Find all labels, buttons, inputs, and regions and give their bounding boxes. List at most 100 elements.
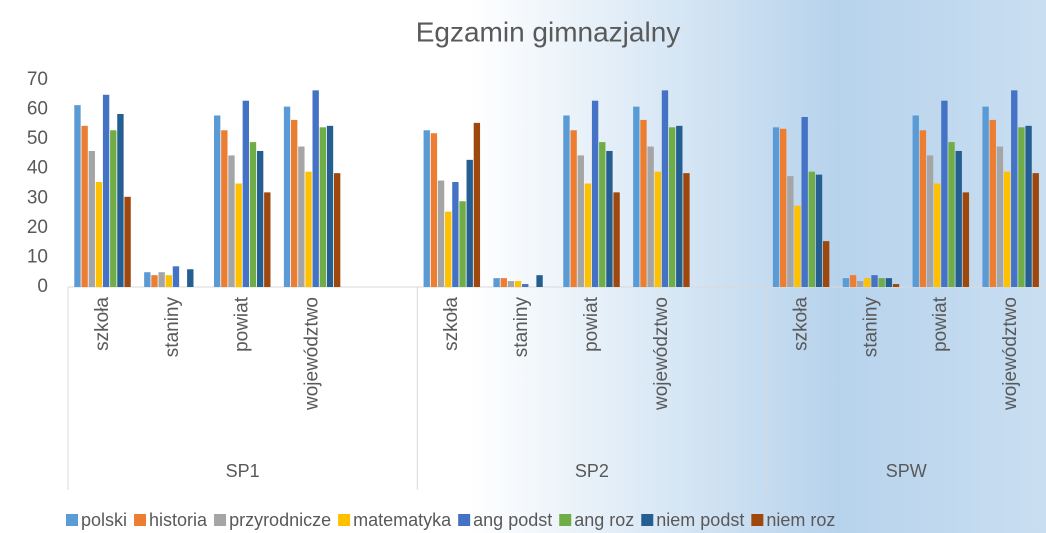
y-tick-label: 10 bbox=[27, 246, 48, 267]
bar bbox=[989, 119, 996, 288]
x-tick-label: województwo bbox=[302, 297, 323, 411]
bar bbox=[1025, 125, 1032, 287]
bar bbox=[74, 105, 81, 287]
x-tick-label: województwo bbox=[1000, 297, 1021, 411]
x-tick-label: szkoła bbox=[92, 297, 113, 351]
legend-label: ang podst bbox=[473, 510, 552, 530]
x-tick-label: staniny bbox=[511, 297, 532, 358]
bar bbox=[570, 130, 577, 287]
group-label: SPW bbox=[886, 461, 927, 481]
legend-swatch bbox=[134, 514, 147, 526]
legend-swatch bbox=[458, 514, 471, 526]
y-tick-label: 50 bbox=[27, 128, 48, 149]
bar bbox=[878, 278, 885, 287]
legend-swatch bbox=[338, 514, 351, 526]
bar bbox=[459, 201, 466, 287]
bar bbox=[982, 106, 989, 287]
bar bbox=[849, 275, 857, 287]
bar bbox=[808, 171, 816, 287]
bar bbox=[88, 150, 95, 287]
bar bbox=[151, 275, 158, 287]
legend-label: niem roz bbox=[766, 510, 835, 530]
bar bbox=[305, 171, 312, 287]
bar bbox=[563, 115, 570, 287]
legend-swatch bbox=[559, 514, 572, 526]
bar bbox=[430, 133, 438, 287]
x-tick-label: powiat bbox=[232, 296, 253, 352]
bar bbox=[885, 278, 893, 287]
legend-swatch bbox=[66, 514, 78, 526]
bar bbox=[536, 275, 543, 287]
bar bbox=[326, 125, 334, 287]
bar bbox=[445, 211, 452, 287]
legend-label: historia bbox=[149, 510, 208, 530]
group-label: SP2 bbox=[575, 461, 609, 481]
bar bbox=[1032, 173, 1039, 287]
legend-label: polski bbox=[81, 510, 127, 530]
bar bbox=[242, 100, 250, 287]
bar bbox=[934, 183, 941, 287]
legend-label: niem podst bbox=[656, 510, 744, 530]
bar bbox=[452, 182, 459, 287]
bar bbox=[772, 127, 780, 287]
bar bbox=[962, 192, 970, 287]
chart-title: Egzamin gimnazjalny bbox=[416, 16, 681, 47]
bar bbox=[780, 128, 787, 287]
bar bbox=[822, 241, 830, 287]
bar bbox=[864, 278, 871, 287]
bar bbox=[1011, 90, 1018, 287]
bar bbox=[95, 182, 103, 287]
y-tick-label: 70 bbox=[27, 69, 48, 90]
bar bbox=[613, 192, 620, 287]
bar bbox=[801, 116, 808, 287]
bar bbox=[676, 125, 683, 287]
bar bbox=[654, 171, 661, 287]
bar bbox=[312, 90, 319, 287]
bar bbox=[493, 278, 500, 287]
bar bbox=[668, 127, 676, 287]
legend-label: przyrodnicze bbox=[229, 510, 331, 530]
bar bbox=[172, 266, 180, 287]
bar bbox=[591, 100, 599, 287]
bar bbox=[165, 275, 172, 287]
bar bbox=[1018, 127, 1025, 287]
bar bbox=[683, 173, 690, 287]
bar bbox=[842, 278, 850, 287]
bar bbox=[941, 100, 948, 287]
x-tick-label: szkoła bbox=[441, 297, 462, 351]
legend-swatch bbox=[214, 514, 227, 526]
bar bbox=[333, 173, 341, 287]
bar bbox=[599, 142, 606, 287]
bar bbox=[955, 150, 962, 287]
bar bbox=[473, 122, 481, 287]
bar bbox=[912, 115, 919, 287]
bar bbox=[158, 272, 165, 287]
bar bbox=[514, 281, 522, 287]
bar bbox=[1003, 171, 1011, 287]
legend-swatch bbox=[641, 514, 654, 526]
y-tick-label: 20 bbox=[27, 217, 48, 238]
bar bbox=[117, 114, 124, 287]
bar bbox=[640, 119, 647, 288]
bar bbox=[221, 130, 228, 287]
bar bbox=[919, 130, 927, 287]
bar bbox=[187, 269, 194, 287]
bar bbox=[577, 155, 584, 287]
bar bbox=[606, 150, 613, 287]
x-tick-label: powiat bbox=[581, 296, 602, 352]
bar bbox=[437, 180, 445, 287]
bar bbox=[298, 146, 305, 287]
legend-label: matematyka bbox=[353, 510, 452, 530]
bar bbox=[857, 281, 864, 287]
bar bbox=[264, 192, 271, 287]
y-tick-label: 40 bbox=[27, 158, 48, 179]
x-tick-label: staniny bbox=[162, 297, 183, 358]
bar bbox=[291, 119, 298, 288]
bar bbox=[423, 130, 430, 287]
bar bbox=[249, 142, 257, 287]
bar bbox=[647, 146, 654, 287]
bar bbox=[466, 159, 473, 287]
bar bbox=[787, 176, 794, 287]
